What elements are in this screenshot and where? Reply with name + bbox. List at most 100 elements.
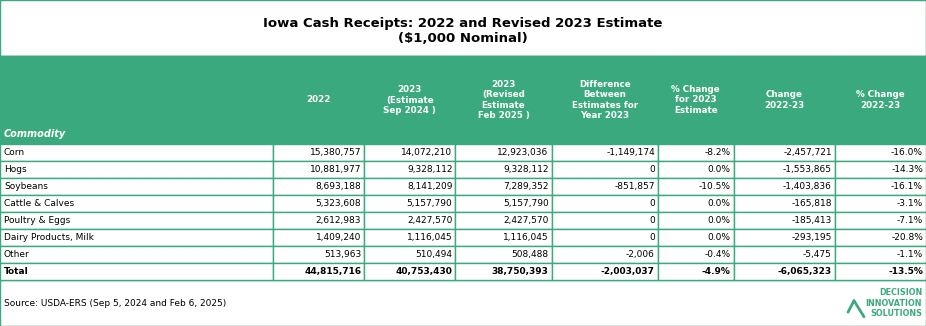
Text: Dairy Products, Milk: Dairy Products, Milk <box>4 233 94 242</box>
Text: -10.5%: -10.5% <box>699 182 731 191</box>
Bar <box>0 246 926 263</box>
Text: -5,475: -5,475 <box>803 250 832 259</box>
Text: 0: 0 <box>649 165 655 174</box>
Text: -165,818: -165,818 <box>792 199 832 208</box>
Text: -0.4%: -0.4% <box>705 250 731 259</box>
Bar <box>0 161 273 178</box>
Bar <box>273 263 364 280</box>
Text: -1.1%: -1.1% <box>896 250 923 259</box>
Text: % Change
2022-23: % Change 2022-23 <box>857 90 905 110</box>
Text: 5,323,608: 5,323,608 <box>316 199 361 208</box>
Text: 38,750,393: 38,750,393 <box>492 267 548 276</box>
Text: 1,116,045: 1,116,045 <box>503 233 548 242</box>
Bar <box>364 229 456 246</box>
Bar <box>0 0 926 56</box>
Text: Source: USDA-ERS (Sep 5, 2024 and Feb 6, 2025): Source: USDA-ERS (Sep 5, 2024 and Feb 6,… <box>4 299 226 307</box>
Bar <box>0 161 926 178</box>
Text: 8,693,188: 8,693,188 <box>316 182 361 191</box>
Bar <box>835 246 926 263</box>
Bar <box>657 263 733 280</box>
Bar <box>733 195 835 212</box>
Bar <box>657 212 733 229</box>
Text: -16.1%: -16.1% <box>891 182 923 191</box>
Text: 0: 0 <box>649 199 655 208</box>
Bar <box>835 212 926 229</box>
Text: -1,403,836: -1,403,836 <box>783 182 832 191</box>
Bar <box>456 212 552 229</box>
Text: 12,923,036: 12,923,036 <box>497 148 548 157</box>
Bar <box>552 56 657 144</box>
Text: 513,963: 513,963 <box>324 250 361 259</box>
Bar <box>0 246 273 263</box>
Text: -2,006: -2,006 <box>626 250 655 259</box>
Bar <box>733 263 835 280</box>
Text: 2,427,570: 2,427,570 <box>407 216 453 225</box>
Text: 508,488: 508,488 <box>511 250 548 259</box>
Bar <box>364 144 456 161</box>
Text: 2022: 2022 <box>307 96 331 105</box>
Bar <box>835 263 926 280</box>
Text: 0.0%: 0.0% <box>707 216 731 225</box>
Text: DECISION
INNOVATION
SOLUTIONS: DECISION INNOVATION SOLUTIONS <box>866 288 922 318</box>
Bar <box>657 229 733 246</box>
Bar <box>456 144 552 161</box>
Bar <box>0 178 273 195</box>
Bar <box>456 263 552 280</box>
Bar <box>835 195 926 212</box>
Text: 0: 0 <box>649 216 655 225</box>
Bar <box>456 246 552 263</box>
Bar <box>273 229 364 246</box>
Bar <box>273 144 364 161</box>
Bar <box>552 229 657 246</box>
Text: 0: 0 <box>649 233 655 242</box>
Text: -4.9%: -4.9% <box>702 267 731 276</box>
Text: 7,289,352: 7,289,352 <box>503 182 548 191</box>
Bar <box>0 229 273 246</box>
Text: 1,409,240: 1,409,240 <box>316 233 361 242</box>
Text: -2,003,037: -2,003,037 <box>601 267 655 276</box>
Text: 44,815,716: 44,815,716 <box>305 267 361 276</box>
Text: -20.8%: -20.8% <box>891 233 923 242</box>
Text: -8.2%: -8.2% <box>705 148 731 157</box>
Text: Commodity: Commodity <box>4 129 67 139</box>
Bar <box>552 161 657 178</box>
Bar <box>0 263 273 280</box>
Bar <box>456 56 552 144</box>
Bar <box>733 56 835 144</box>
Bar <box>0 144 273 161</box>
Bar <box>273 212 364 229</box>
Bar <box>0 229 926 246</box>
Bar <box>733 178 835 195</box>
Bar <box>0 178 926 195</box>
Bar <box>552 144 657 161</box>
Text: Poultry & Eggs: Poultry & Eggs <box>4 216 70 225</box>
Text: Cattle & Calves: Cattle & Calves <box>4 199 74 208</box>
Bar <box>657 56 733 144</box>
Bar <box>657 195 733 212</box>
Bar <box>273 161 364 178</box>
Text: -6,065,323: -6,065,323 <box>778 267 832 276</box>
Bar <box>0 212 273 229</box>
Bar <box>835 178 926 195</box>
Bar <box>657 178 733 195</box>
Bar <box>456 195 552 212</box>
Text: -293,195: -293,195 <box>792 233 832 242</box>
Text: 0.0%: 0.0% <box>707 199 731 208</box>
Text: 9,328,112: 9,328,112 <box>407 165 453 174</box>
Text: -7.1%: -7.1% <box>896 216 923 225</box>
Bar <box>273 195 364 212</box>
Bar <box>273 56 364 144</box>
Text: Change
2022-23: Change 2022-23 <box>764 90 805 110</box>
Bar <box>364 178 456 195</box>
Bar <box>835 144 926 161</box>
Text: Soybeans: Soybeans <box>4 182 48 191</box>
Text: Difference
Between
Estimates for
Year 2023: Difference Between Estimates for Year 20… <box>571 80 638 120</box>
Bar <box>552 263 657 280</box>
Text: 14,072,210: 14,072,210 <box>401 148 453 157</box>
Bar <box>657 144 733 161</box>
Bar <box>0 195 926 212</box>
Text: -2,457,721: -2,457,721 <box>783 148 832 157</box>
Text: Iowa Cash Receipts: 2022 and Revised 2023 Estimate: Iowa Cash Receipts: 2022 and Revised 202… <box>263 17 663 29</box>
Bar <box>0 144 926 161</box>
Text: -851,857: -851,857 <box>614 182 655 191</box>
